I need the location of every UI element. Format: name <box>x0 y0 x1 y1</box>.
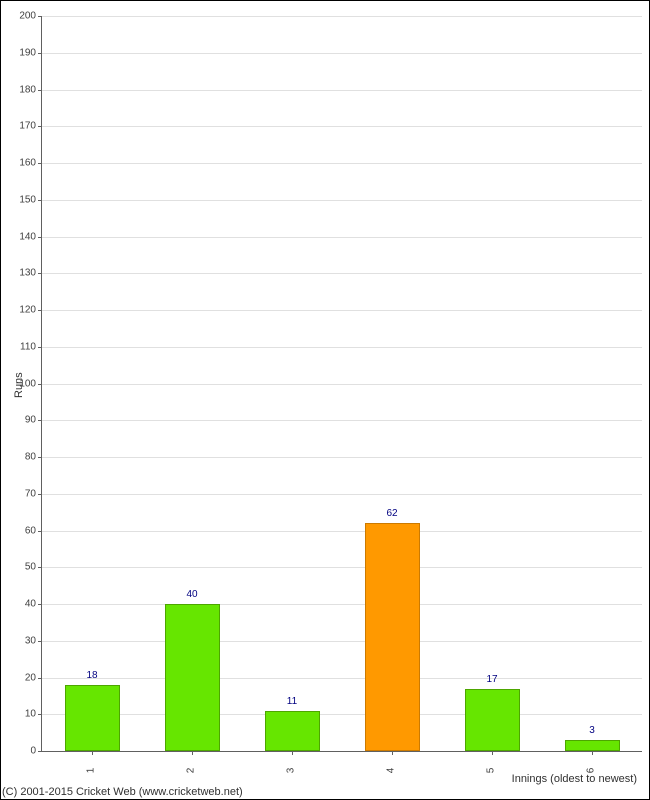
xtick-label: 3 <box>286 768 297 774</box>
ytick-label: 60 <box>25 525 36 536</box>
ytick-label: 50 <box>25 562 36 573</box>
ytick-label: 90 <box>25 415 36 426</box>
xtick-label: 4 <box>386 768 397 774</box>
ytick-mark <box>38 420 42 421</box>
ytick-label: 40 <box>25 599 36 610</box>
ytick-label: 190 <box>19 47 36 58</box>
bar-value-label: 3 <box>589 725 595 736</box>
bar-value-label: 62 <box>386 508 397 519</box>
ytick-mark <box>38 310 42 311</box>
gridline <box>42 16 642 17</box>
ytick-label: 170 <box>19 121 36 132</box>
bar <box>65 685 120 751</box>
ytick-mark <box>38 273 42 274</box>
ytick-mark <box>38 16 42 17</box>
ytick-mark <box>38 714 42 715</box>
gridline <box>42 347 642 348</box>
ytick-mark <box>38 163 42 164</box>
ytick-mark <box>38 751 42 752</box>
gridline <box>42 310 642 311</box>
ytick-label: 180 <box>19 84 36 95</box>
gridline <box>42 163 642 164</box>
gridline <box>42 126 642 127</box>
bar-value-label: 40 <box>186 589 197 600</box>
xtick-mark <box>492 751 493 755</box>
ytick-label: 10 <box>25 709 36 720</box>
gridline <box>42 53 642 54</box>
ytick-label: 0 <box>30 746 36 757</box>
footer-copyright: (C) 2001-2015 Cricket Web (www.cricketwe… <box>2 786 243 798</box>
ytick-label: 100 <box>19 378 36 389</box>
ytick-mark <box>38 531 42 532</box>
gridline <box>42 604 642 605</box>
ytick-label: 130 <box>19 268 36 279</box>
ytick-label: 150 <box>19 194 36 205</box>
chart-container: 18401162173 Runs Innings (oldest to newe… <box>0 0 650 800</box>
ytick-label: 110 <box>20 341 36 352</box>
ytick-mark <box>38 53 42 54</box>
bar <box>365 523 420 751</box>
ytick-mark <box>38 604 42 605</box>
bar-value-label: 17 <box>486 674 497 685</box>
ytick-label: 120 <box>19 305 36 316</box>
ytick-mark <box>38 237 42 238</box>
xtick-mark <box>292 751 293 755</box>
ytick-label: 140 <box>19 231 36 242</box>
gridline <box>42 90 642 91</box>
bar <box>465 689 520 751</box>
gridline <box>42 531 642 532</box>
ytick-label: 20 <box>25 672 36 683</box>
gridline <box>42 457 642 458</box>
ytick-mark <box>38 347 42 348</box>
bar <box>565 740 620 751</box>
gridline <box>42 420 642 421</box>
ytick-mark <box>38 384 42 385</box>
gridline <box>42 237 642 238</box>
ytick-mark <box>38 126 42 127</box>
xtick-mark <box>192 751 193 755</box>
bar-value-label: 11 <box>287 696 297 707</box>
xtick-label: 1 <box>86 768 97 774</box>
ytick-label: 70 <box>25 488 36 499</box>
gridline <box>42 273 642 274</box>
ytick-mark <box>38 494 42 495</box>
gridline <box>42 384 642 385</box>
xtick-mark <box>592 751 593 755</box>
xtick-label: 6 <box>586 768 597 774</box>
bar <box>165 604 220 751</box>
gridline <box>42 567 642 568</box>
ytick-mark <box>38 457 42 458</box>
xtick-label: 2 <box>186 768 197 774</box>
gridline <box>42 714 642 715</box>
gridline <box>42 494 642 495</box>
ytick-mark <box>38 641 42 642</box>
ytick-mark <box>38 678 42 679</box>
ytick-label: 80 <box>25 452 36 463</box>
bar <box>265 711 320 751</box>
gridline <box>42 678 642 679</box>
ytick-mark <box>38 90 42 91</box>
ytick-label: 200 <box>19 11 36 22</box>
gridline <box>42 200 642 201</box>
bar-value-label: 18 <box>86 670 97 681</box>
ytick-mark <box>38 567 42 568</box>
xtick-label: 5 <box>486 768 497 774</box>
ytick-mark <box>38 200 42 201</box>
x-axis-label: Innings (oldest to newest) <box>512 773 637 785</box>
gridline <box>42 641 642 642</box>
ytick-label: 30 <box>25 635 36 646</box>
xtick-mark <box>92 751 93 755</box>
ytick-label: 160 <box>19 158 36 169</box>
plot-area: 18 40 11 62 17 3 <box>41 16 642 752</box>
xtick-mark <box>392 751 393 755</box>
